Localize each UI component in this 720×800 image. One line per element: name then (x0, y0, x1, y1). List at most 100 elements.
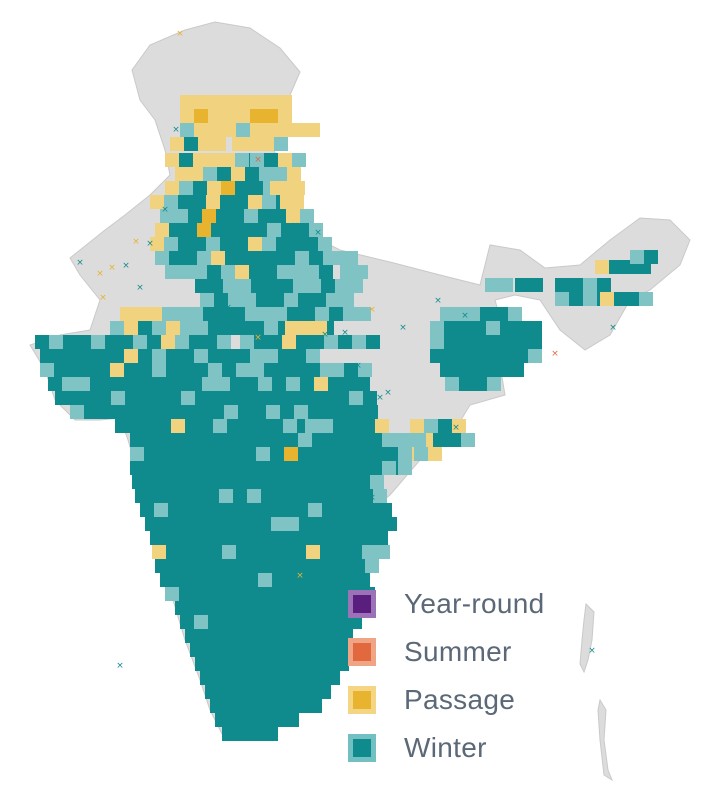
grid-cell-winter (266, 405, 280, 419)
grid-cell-passage (222, 109, 236, 123)
grid-cell-winter (196, 503, 210, 517)
grid-cell-winter (410, 433, 424, 447)
grid-cell-winter (256, 461, 270, 475)
grid-cell-winter (317, 489, 331, 503)
grid-cell-winter (177, 489, 191, 503)
grid-cell-winter (314, 573, 328, 587)
grid-cell-winter (196, 405, 210, 419)
grid-cell-winter (445, 377, 459, 391)
grid-cell-winter (54, 363, 68, 377)
grid-cell-winter (203, 601, 217, 615)
grid-cell-winter (90, 377, 104, 391)
grid-cell-passage (110, 363, 124, 377)
grid-cell-winter (235, 181, 249, 195)
grid-cell-winter (293, 391, 307, 405)
grid-cell-winter (250, 363, 264, 377)
grid-cell-winter (319, 265, 333, 279)
grid-cell-winter (326, 293, 340, 307)
grid-cell-winter (273, 167, 287, 181)
grid-cell-winter (250, 545, 264, 559)
grid-cell-passage (236, 109, 250, 123)
grid-cell-winter (203, 335, 217, 349)
grid-cell-winter (228, 433, 242, 447)
grid-cell-passage (314, 377, 328, 391)
legend-label-year-round: Year-round (404, 588, 545, 619)
grid-cell-passage (250, 109, 264, 123)
grid-cell-winter (328, 573, 342, 587)
grid-cell-winter (191, 489, 205, 503)
grid-cell-winter (262, 237, 276, 251)
grid-cell-winter (358, 363, 372, 377)
grid-cell-winter (333, 587, 347, 601)
grid-cell-winter (252, 503, 266, 517)
grid-cell-winter (614, 292, 628, 306)
grid-cell-passage (285, 321, 299, 335)
grid-cell-winter (205, 489, 219, 503)
grid-cell-winter (363, 391, 377, 405)
grid-cell-winter (244, 209, 258, 223)
grid-cell-winter (82, 349, 96, 363)
legend-swatch-passage (348, 686, 376, 714)
grid-cell-winter (340, 447, 354, 461)
grid-cell-winter (216, 475, 230, 489)
grid-cell-winter (200, 671, 214, 685)
grid-cell-passage (235, 265, 249, 279)
grid-cell-winter (169, 223, 183, 237)
grid-cell-winter (256, 447, 270, 461)
grid-cell-winter (187, 517, 201, 531)
grid-cell-winter (172, 433, 186, 447)
grid-cell-winter (328, 377, 342, 391)
grid-cell-passage (284, 181, 298, 195)
grid-cell-winter (154, 503, 168, 517)
grid-cell-winter (368, 433, 382, 447)
grid-cell-winter (555, 292, 569, 306)
grid-cell-winter (174, 377, 188, 391)
grid-cell-winter (350, 503, 364, 517)
grid-cell-winter (312, 461, 326, 475)
grid-cell-winter (209, 391, 223, 405)
grid-cell-winter (275, 685, 289, 699)
grid-cells-layer (35, 95, 658, 741)
grid-cell-winter (323, 559, 337, 573)
grid-cell-winter (119, 335, 133, 349)
grid-cell-winter (494, 307, 508, 321)
grid-cell-winter (510, 363, 524, 377)
grid-cell-winter (216, 209, 230, 223)
grid-cell-winter (229, 713, 243, 727)
grid-cell-winter (175, 335, 189, 349)
grid-cell-winter (256, 433, 270, 447)
grid-cell-winter (172, 461, 186, 475)
grid-cell-winter (237, 391, 251, 405)
grid-cell-winter (133, 335, 147, 349)
grid-cell-winter (361, 419, 375, 433)
grid-cell-winter (257, 517, 271, 531)
grid-cell-winter (166, 363, 180, 377)
grid-cell-winter (486, 349, 500, 363)
grid-cell-winter (146, 475, 160, 489)
grid-cell-winter (150, 531, 164, 545)
grid-cell-winter (202, 475, 216, 489)
grid-cell-winter (225, 559, 239, 573)
grid-cell-winter (292, 615, 306, 629)
grid-cell-winter (298, 447, 312, 461)
grid-cell-winter (206, 237, 220, 251)
grid-cell-winter (359, 489, 373, 503)
grid-cell-winter (486, 335, 500, 349)
grid-cell-winter (265, 657, 279, 671)
grid-cell-winter (179, 587, 193, 601)
grid-cell-winter (289, 685, 303, 699)
grid-cell-winter (194, 321, 208, 335)
grid-cell-winter (220, 531, 234, 545)
legend-label-summer: Summer (404, 636, 512, 667)
grid-cell-passage (250, 95, 264, 109)
grid-cell-winter (208, 321, 222, 335)
grid-cell-winter (272, 475, 286, 489)
grid-cell-winter (185, 419, 199, 433)
grid-cell-winter (188, 209, 202, 223)
grid-cell-winter (193, 181, 207, 195)
grid-cell-winter (189, 335, 203, 349)
grid-cell-winter (155, 559, 169, 573)
grid-cell-winter (330, 363, 344, 377)
grid-cell-passage (211, 251, 225, 265)
grid-cell-winter (281, 559, 295, 573)
